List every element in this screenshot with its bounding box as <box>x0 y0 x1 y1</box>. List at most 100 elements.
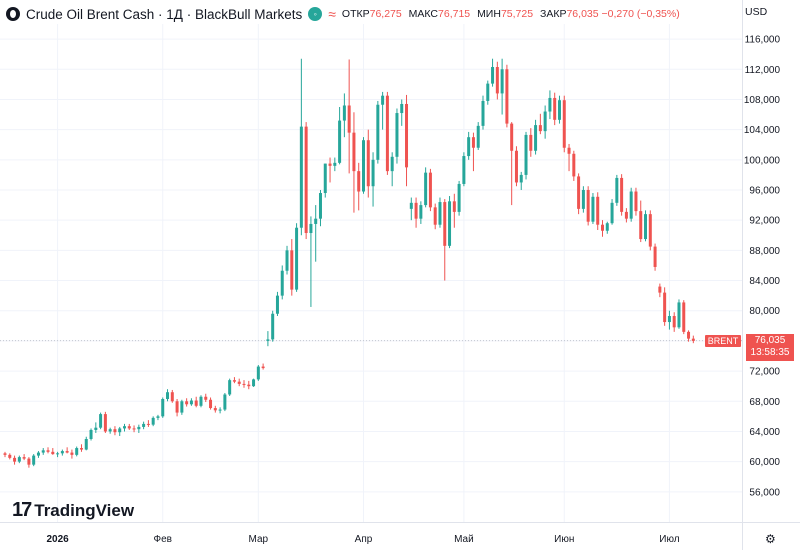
candle-body <box>280 270 284 296</box>
candle-body <box>514 150 518 183</box>
y-tick-label: 116,000 <box>745 35 781 46</box>
candle-body <box>22 457 26 459</box>
candle-body <box>266 339 270 341</box>
candle-body <box>209 399 213 409</box>
candle-body <box>639 211 643 240</box>
y-tick-label: 88,000 <box>749 246 780 257</box>
candle-body <box>629 191 633 219</box>
y-tick-label: 112,000 <box>745 65 781 76</box>
candle-body <box>123 426 126 429</box>
candle-body <box>175 401 179 413</box>
candle-body <box>170 392 174 402</box>
candle-body <box>41 450 45 453</box>
candle-body <box>495 67 499 94</box>
candle-body <box>491 67 495 84</box>
candle-body <box>648 214 652 247</box>
candle-body <box>60 451 64 454</box>
candle-body <box>204 396 208 400</box>
last-price-value: 76,035 <box>754 334 786 346</box>
candle-body <box>199 396 203 406</box>
x-tick-label: Фев <box>153 534 171 545</box>
candle-body <box>672 316 676 328</box>
candle-body <box>309 223 313 234</box>
open-value: 76,275 <box>369 8 402 20</box>
x-tick-label: Июн <box>554 534 574 545</box>
tradingview-logo[interactable]: 17 TradingView <box>12 499 134 522</box>
y-tick-label: 92,000 <box>749 216 780 227</box>
candle-body <box>510 123 514 151</box>
candle-body <box>27 458 31 465</box>
candle-body <box>519 174 523 183</box>
candle-body <box>127 426 131 429</box>
candle-body <box>581 190 585 209</box>
candle-body <box>428 172 432 208</box>
candle-body <box>285 250 289 271</box>
chart-header: Crude Oil Brent Cash · 1Д · BlackBull Ma… <box>6 4 684 24</box>
y-tick-label: 68,000 <box>749 397 780 408</box>
market-open-icon[interactable]: ◦ <box>308 7 323 21</box>
candle-body <box>113 429 117 433</box>
candle-body <box>414 202 418 219</box>
close-label: ЗАКР <box>540 8 567 20</box>
candle-body <box>237 381 241 384</box>
candle-body <box>271 313 275 340</box>
candle-body <box>151 417 155 425</box>
candle-body <box>36 452 40 456</box>
candle-body <box>471 137 475 148</box>
candle-body <box>242 383 246 385</box>
tradingview-name: TradingView <box>34 500 135 520</box>
candle-body <box>553 97 557 120</box>
candle-body <box>687 331 691 339</box>
candle-body <box>99 414 103 428</box>
candle-body <box>366 140 370 187</box>
candle-body <box>500 69 504 94</box>
candle-body <box>395 113 399 157</box>
y-tick-label: 64,000 <box>749 427 780 438</box>
candle-body <box>591 196 595 222</box>
candle-body <box>137 426 141 430</box>
candle-body <box>419 205 423 219</box>
candle-body <box>89 429 93 439</box>
candle-body <box>275 295 279 314</box>
candle-body <box>538 125 542 132</box>
y-tick-label: 96,000 <box>749 186 780 197</box>
candle-body <box>481 100 485 126</box>
candle-body <box>161 399 165 417</box>
candle-body <box>557 100 561 120</box>
candle-body <box>166 392 170 400</box>
candle-body <box>534 125 538 151</box>
candle-body <box>142 423 146 427</box>
candle-body <box>424 172 428 206</box>
candle-body <box>13 457 17 462</box>
candle-body <box>32 455 36 465</box>
candle-body <box>94 427 98 430</box>
y-tick-label: 56,000 <box>749 487 780 498</box>
last-price-label: 76,035 13:58:35 <box>746 333 794 361</box>
candle-body <box>682 302 686 332</box>
candle-body <box>433 207 437 225</box>
candle-body <box>596 196 600 225</box>
candle-body <box>438 202 442 225</box>
candle-body <box>476 125 480 148</box>
candle-body <box>644 214 648 240</box>
candle-body <box>691 338 695 341</box>
symbol-title[interactable]: Crude Oil Brent Cash · 1Д · BlackBull Ma… <box>26 6 303 22</box>
candle-body <box>667 316 671 323</box>
candle-body <box>567 147 571 154</box>
candle-body <box>347 105 351 133</box>
y-tick-label: 104,000 <box>744 125 781 136</box>
y-tick-label: 100,000 <box>744 155 781 166</box>
candle-body <box>467 137 471 157</box>
candle-body <box>213 408 217 411</box>
candle-body <box>634 191 638 212</box>
candle-body <box>452 201 456 212</box>
open-label: ОТКР <box>341 8 370 20</box>
currency-selector[interactable]: USD <box>745 6 768 18</box>
data-status-icon[interactable]: ≈ <box>328 6 336 22</box>
candle-body <box>290 250 294 290</box>
brent-symbol-icon[interactable] <box>6 7 20 21</box>
settings-gear-icon[interactable]: ⚙ <box>765 532 776 546</box>
candle-body <box>323 163 327 194</box>
candle-body <box>524 134 528 175</box>
